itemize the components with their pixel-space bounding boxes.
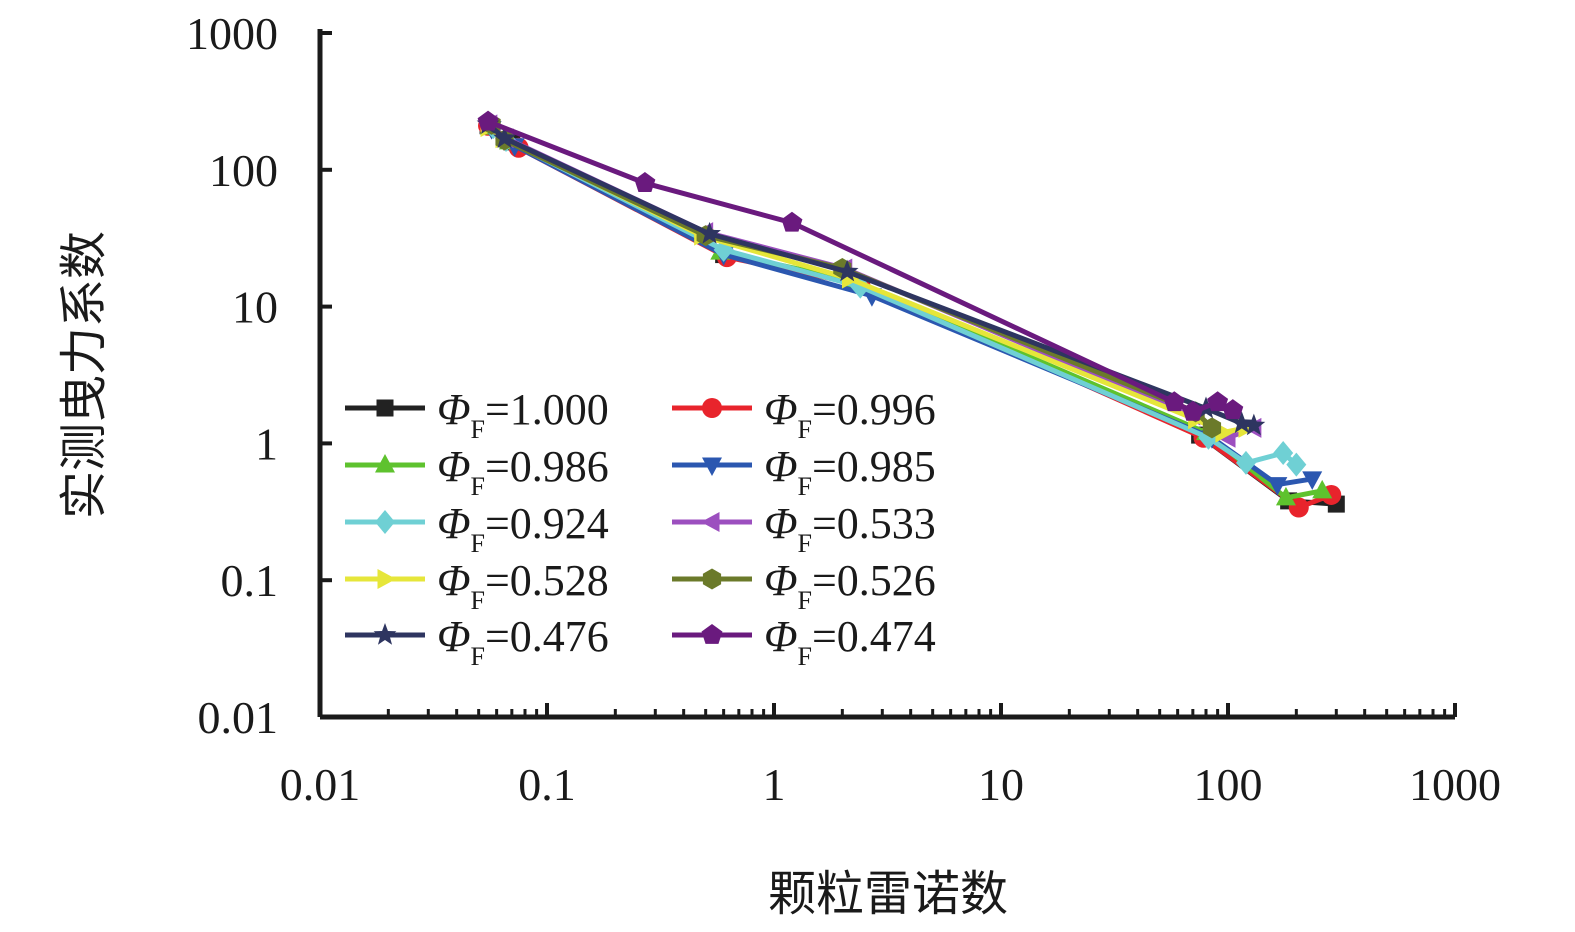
data-point [477,110,499,131]
legend-item: ΦF=0.526 [672,556,936,615]
series-layer [476,110,1345,518]
data-point [634,172,656,192]
tick-labels: 0.01 0.1 1 10 100 1000 0.01 0.1 1 10 100 1000 [186,8,1501,810]
x-tick-label: 1000 [1409,759,1501,810]
data-point [1242,413,1266,436]
legend-item: ΦF=0.986 [345,442,609,501]
x-tick-label: 0.1 [518,759,576,810]
legend-marker [377,569,396,589]
legend-marker [701,512,720,532]
series-line [486,122,1255,429]
data-point [1312,479,1333,499]
y-tick-label: 0.01 [198,692,279,743]
legend-label: ΦF=0.985 [764,442,936,501]
legend-label: ΦF=0.528 [437,556,609,615]
legend-marker [702,398,722,418]
data-point [698,221,721,244]
x-tick-label: 100 [1194,759,1263,810]
y-tick-label: 100 [209,145,278,196]
series-line [487,119,1234,415]
x-axis-title: 颗粒雷诺数 [768,866,1008,922]
legend-marker [376,399,394,417]
legend-item: ΦF=0.528 [345,556,609,615]
legend-label: ΦF=1.000 [437,385,609,444]
data-point [1230,411,1254,434]
data-point [1267,477,1288,496]
y-tick-label: 1000 [186,8,278,59]
legend-label: ΦF=0.474 [764,612,936,671]
data-point [781,211,803,232]
x-tick-label: 1 [763,759,786,810]
legend-label: ΦF=0.476 [437,612,609,671]
legend-label: ΦF=0.924 [437,499,609,558]
x-tick-label: 0.01 [280,759,361,810]
legend-marker [701,624,723,644]
y-axis-title: 实测曳力系数 [56,231,112,519]
legend-item: ΦF=0.474 [672,612,936,671]
legend-marker [702,568,722,590]
legend-label: ΦF=0.996 [764,385,936,444]
data-point [1286,452,1307,477]
legend-label: ΦF=0.533 [764,499,936,558]
axes [317,29,1455,720]
ticks [318,31,1457,719]
data-point [1273,441,1294,466]
data-point [1163,391,1185,412]
data-point [493,126,516,148]
y-tick-label: 0.1 [221,555,279,606]
data-point [1275,486,1296,506]
y-tick-label: 10 [232,282,278,333]
legend-marker [702,457,722,476]
series-9 [477,110,1244,421]
legend-item: ΦF=1.000 [345,385,609,444]
legend-item: ΦF=0.533 [672,499,936,558]
legend-marker [373,623,397,645]
y-tick-label: 1 [255,418,278,469]
legend-marker [375,454,395,473]
x-tick-label: 10 [978,759,1024,810]
data-point [1302,471,1323,490]
legend-marker [375,510,395,534]
legend-item: ΦF=0.985 [672,442,936,501]
data-point [835,259,859,282]
data-point [1207,391,1229,412]
legend: ΦF=1.000 ΦF=0.996 ΦF=0.986 ΦF=0.985 ΦF=0.924… [345,385,936,671]
legend-label: ΦF=0.526 [764,556,936,615]
data-point [1222,399,1244,420]
data-point [1235,450,1256,475]
data-point [1182,400,1204,421]
legend-item: ΦF=0.476 [345,612,609,671]
legend-label: ΦF=0.986 [437,442,609,501]
data-point [1202,417,1222,439]
legend-item: ΦF=0.996 [672,385,936,444]
legend-item: ΦF=0.924 [345,499,609,558]
